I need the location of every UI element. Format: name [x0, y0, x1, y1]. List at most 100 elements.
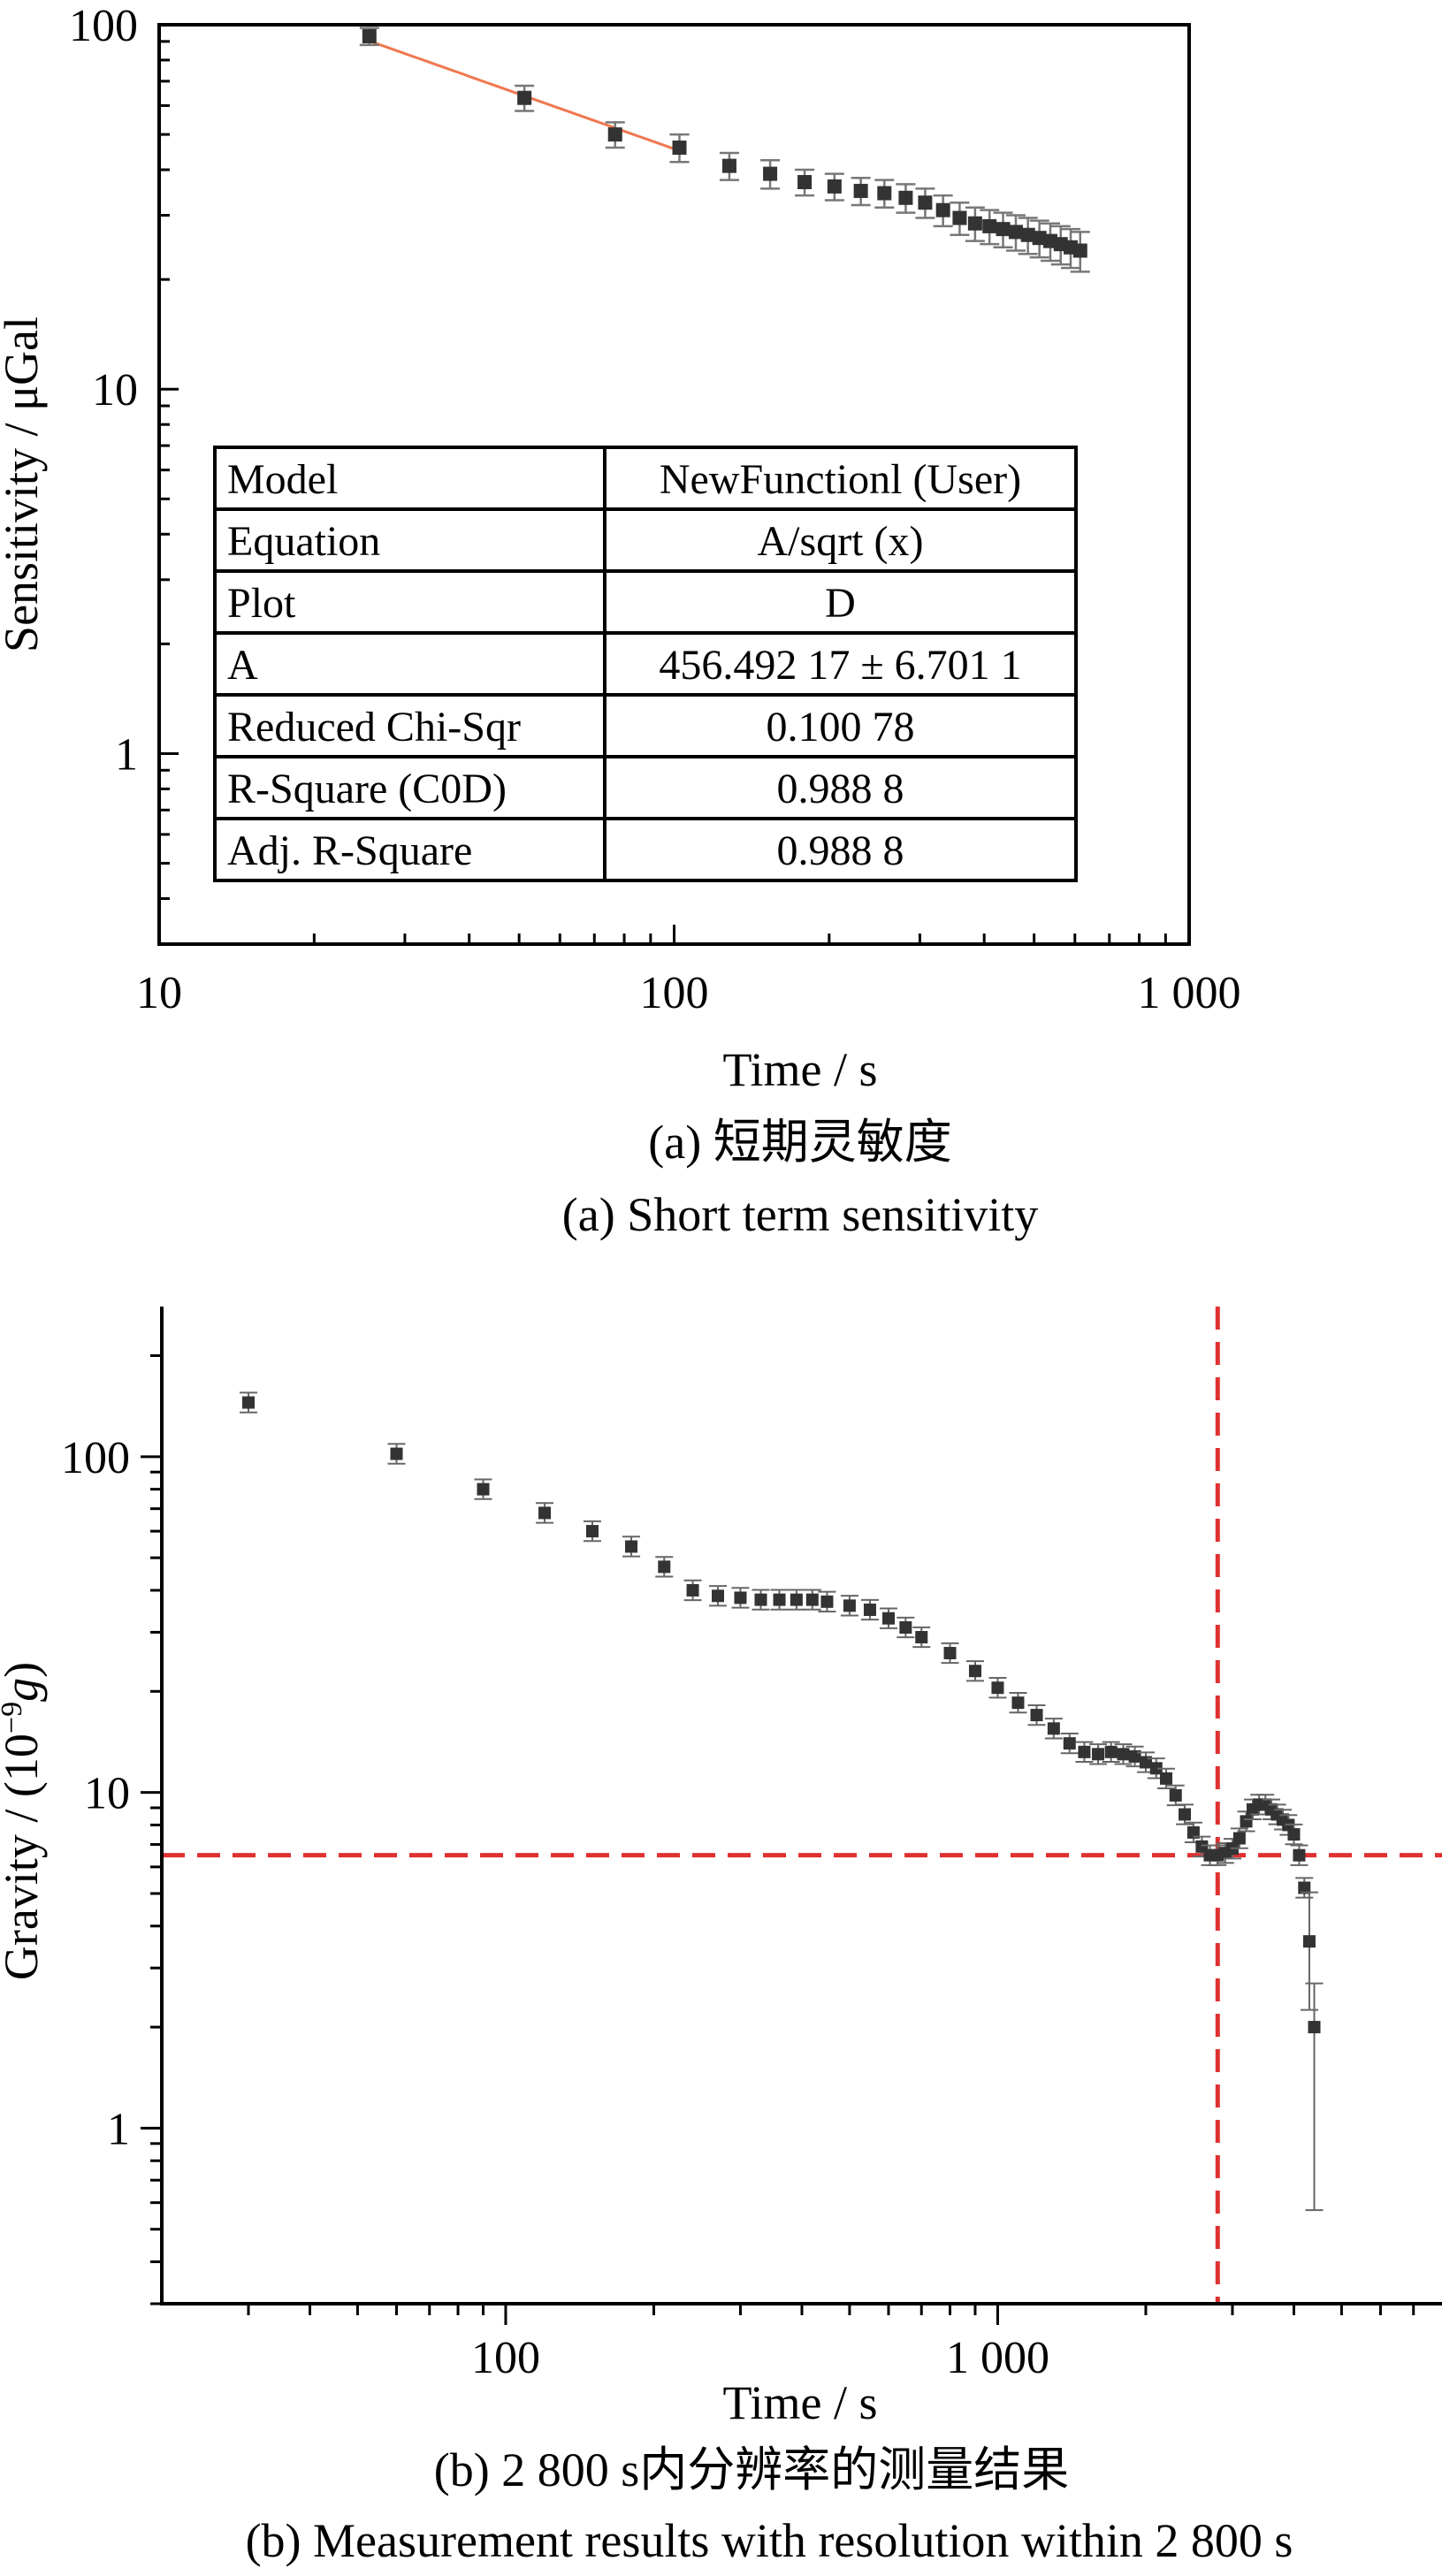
data-point: [1075, 1741, 1094, 1763]
chart-b-x-axis-title: Time / s: [722, 2376, 877, 2429]
marker: [1104, 1745, 1118, 1758]
marker: [672, 141, 687, 156]
data-point: [950, 201, 970, 237]
data-point: [709, 1585, 728, 1607]
data-point: [1089, 1743, 1108, 1765]
data-point: [655, 1556, 674, 1578]
marker: [658, 1560, 671, 1574]
data-point: [770, 1589, 789, 1611]
data-point: [1102, 1741, 1120, 1763]
x-tick-label: 100: [640, 968, 709, 1018]
marker: [734, 1591, 747, 1604]
data-point: [896, 1616, 915, 1639]
marker: [853, 183, 868, 198]
data-point: [536, 1502, 554, 1524]
table-cell-value: 456.492 17 ± 6.701 1: [659, 642, 1021, 689]
data-point: [719, 151, 739, 181]
marker: [843, 1599, 856, 1612]
marker: [1293, 1848, 1306, 1862]
data-point: [1060, 1732, 1079, 1755]
data-point: [387, 1443, 406, 1465]
chart-b-axes-ticks: [141, 1353, 1415, 2325]
marker: [607, 127, 622, 142]
chart-a-data-points: [359, 27, 1090, 273]
data-point: [879, 1607, 897, 1629]
chart-short-term-sensitivity: Model NewFunctionl (User) Equation A/sqrt (…: [0, 1, 1241, 1241]
chart-a-x-tick-labels: 10 100 1 000: [136, 968, 1241, 1018]
marker: [1169, 1788, 1182, 1802]
data-point: [752, 1589, 770, 1611]
data-point: [605, 121, 625, 149]
table-cell-value: NewFunctionl (User): [660, 456, 1021, 503]
chart-a-y-axis-title: Sensitivity / μGal: [0, 316, 48, 652]
data-point: [818, 1590, 836, 1612]
data-point: [731, 1587, 750, 1609]
marker: [996, 222, 1011, 237]
data-point: [1305, 1982, 1324, 2212]
marker: [899, 1621, 912, 1635]
marker: [1149, 1762, 1163, 1775]
data-point: [965, 206, 985, 242]
chart-b-caption-en: (b) Measurement results with resolution …: [246, 2514, 1293, 2567]
chart-a-y-tick-labels: 1 10 100: [69, 1, 138, 780]
marker: [1179, 1808, 1192, 1821]
data-point: [860, 1598, 879, 1621]
table-cell-value: D: [825, 580, 856, 627]
marker: [1063, 1737, 1076, 1750]
marker: [952, 210, 967, 225]
x-tick-label: 1 000: [1138, 968, 1241, 1018]
chart-b-y-tick-labels: 1 10 100: [61, 1433, 130, 2155]
marker: [1078, 1745, 1091, 1758]
data-point: [980, 209, 1000, 246]
marker: [790, 1593, 803, 1606]
data-point: [1044, 1718, 1063, 1740]
chart-a-caption-en: (a) Short term sensitivity: [562, 1188, 1038, 1241]
marker: [1240, 1815, 1253, 1828]
table-cell-label: A: [227, 642, 258, 689]
data-point: [840, 1595, 858, 1617]
marker: [1047, 1722, 1060, 1735]
marker: [881, 1612, 895, 1625]
data-point: [803, 1589, 821, 1611]
data-point: [787, 1589, 805, 1611]
marker: [390, 1447, 403, 1460]
data-point: [1029, 219, 1049, 259]
marker: [982, 218, 997, 233]
chart-b-x-tick-labels: 100 1 000: [471, 2333, 1049, 2383]
marker: [1128, 1749, 1141, 1763]
marker: [1032, 231, 1047, 246]
table-cell-label: Plot: [227, 580, 296, 627]
marker: [763, 166, 778, 181]
data-point: [851, 176, 871, 207]
data-point: [933, 194, 953, 228]
y-tick-label: 10: [84, 1769, 130, 1819]
marker: [918, 195, 933, 210]
chart-b-data-points: [239, 1391, 1324, 2212]
y-tick-label: 100: [61, 1433, 130, 1483]
marker: [1092, 1748, 1105, 1761]
marker: [712, 1589, 725, 1603]
chart-b-caption-cn: (b) 2 800 s内分辨率的测量结果: [434, 2443, 1069, 2496]
x-tick-label: 1 000: [946, 2333, 1049, 2383]
marker: [686, 1583, 699, 1597]
marker: [968, 1665, 981, 1678]
table-cell-label: Equation: [227, 518, 380, 565]
data-point: [1009, 1691, 1027, 1714]
data-point: [1018, 217, 1038, 255]
marker: [1287, 1828, 1301, 1841]
marker: [820, 1595, 834, 1608]
chart-b-y-axis-title: Gravity / (10−9g): [0, 1662, 48, 1980]
data-point: [1070, 231, 1090, 273]
marker: [943, 1647, 957, 1660]
marker: [991, 1681, 1004, 1695]
data-point: [941, 1642, 959, 1665]
x-tick-label: 100: [471, 2333, 540, 2383]
data-point: [669, 133, 690, 164]
marker: [1186, 1825, 1200, 1839]
y-tick-label: 10: [92, 365, 138, 415]
marker: [1072, 243, 1087, 258]
fit-results-table: Model NewFunctionl (User) Equation A/sqrt (…: [213, 446, 1078, 882]
chart-a-x-axis-title: Time / s: [722, 1043, 877, 1096]
chart-b-axis-lines: [160, 1307, 1442, 2305]
